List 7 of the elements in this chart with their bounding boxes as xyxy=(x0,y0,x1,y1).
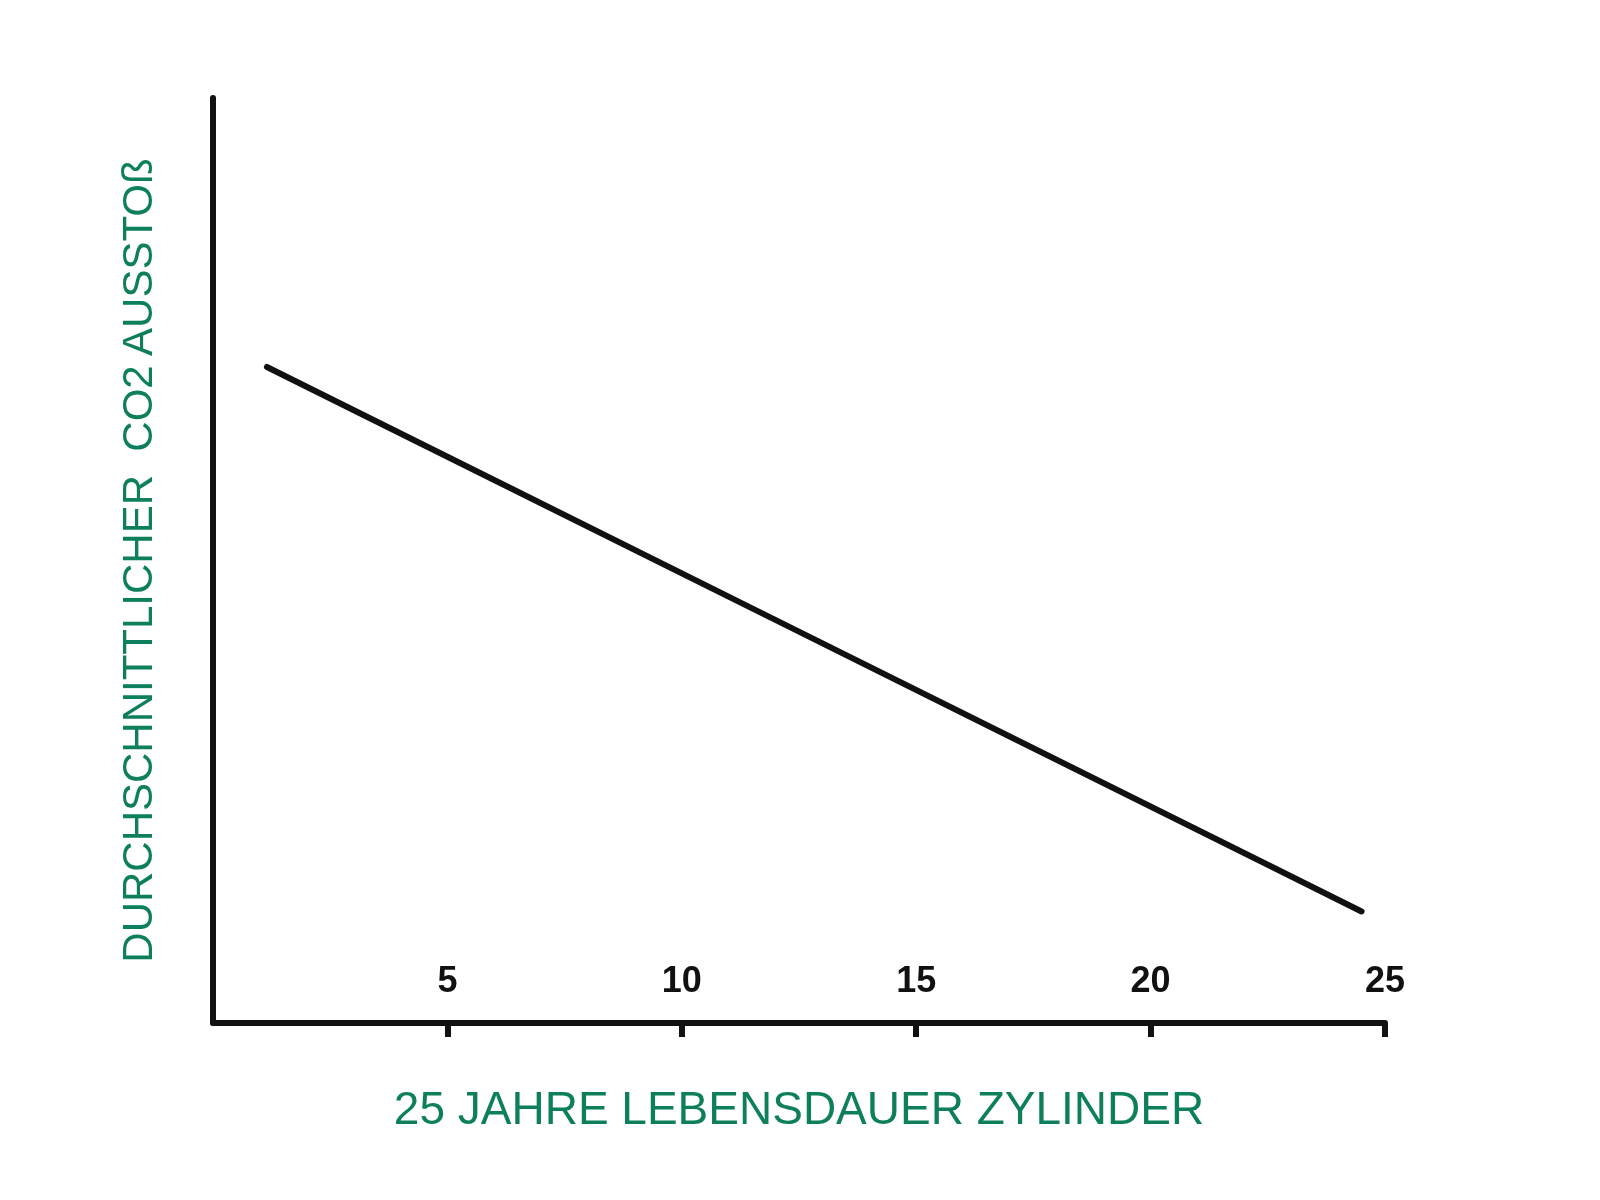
x-tick-label: 5 xyxy=(437,958,458,1000)
y-axis-title: DURCHSCHNITTLICHER CO2 AUSSTOß xyxy=(113,158,161,963)
x-tick-label: 10 xyxy=(661,958,702,1000)
x-axis-title: 25 JAHRE LEBENSDAUER ZYLINDER xyxy=(393,1082,1205,1134)
x-tick-label: 25 xyxy=(1364,958,1406,1000)
x-tick-label: 20 xyxy=(1130,958,1171,1000)
x-tick-label: 15 xyxy=(896,958,937,1000)
